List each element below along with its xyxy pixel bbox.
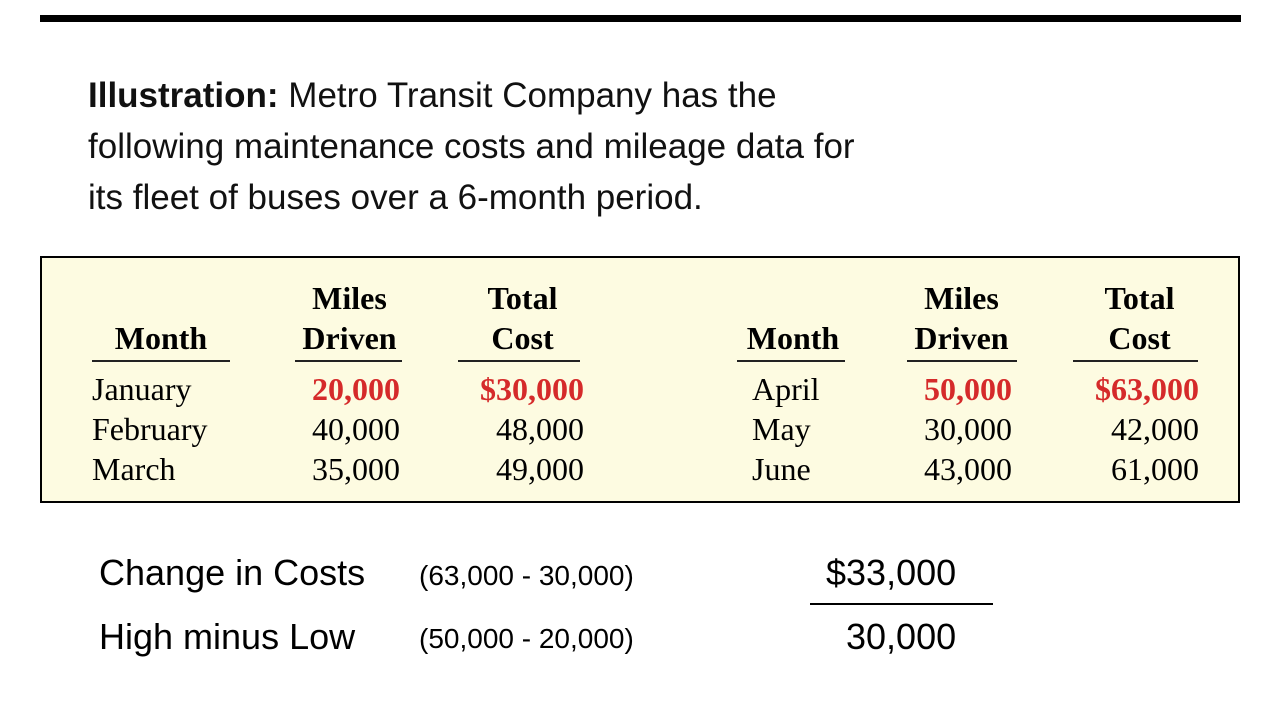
- underline-cost-left: [458, 360, 580, 362]
- header-month-left: Month: [114, 320, 208, 356]
- table-cell-cost: 61,000: [1111, 451, 1199, 487]
- table-cell-miles-high: 50,000: [924, 371, 1012, 407]
- intro-line-1-rest: Metro Transit Company has the: [278, 76, 777, 115]
- underline-month-right: [737, 360, 845, 362]
- table-cell-miles: 43,000: [924, 451, 1012, 487]
- header-miles-left: Miles Driven: [287, 278, 412, 358]
- header-miles-top: Miles: [924, 280, 999, 316]
- table-cell-miles-low: 20,000: [312, 371, 400, 407]
- header-miles-bottom: Driven: [302, 320, 397, 356]
- table-cell-cost: 49,000: [496, 451, 584, 487]
- table-cell-cost: 48,000: [496, 411, 584, 447]
- header-cost-top: Total: [1104, 280, 1175, 316]
- table-cell-month: April: [752, 371, 820, 407]
- table-cell-miles: 35,000: [312, 451, 400, 487]
- intro-line-3: its fleet of buses over a 6-month period…: [88, 178, 703, 217]
- illustration-lead: Illustration:: [88, 76, 279, 115]
- table-cell-cost: 42,000: [1111, 411, 1199, 447]
- table-cell-month: February: [92, 411, 208, 447]
- header-cost-left: Total Cost: [460, 278, 585, 358]
- table-cell-month: January: [92, 371, 192, 407]
- header-miles-right: Miles Driven: [899, 278, 1024, 358]
- change-in-costs-label: Change in Costs: [99, 552, 366, 593]
- table-cell-month: March: [92, 451, 176, 487]
- high-minus-low-label: High minus Low: [99, 616, 356, 657]
- maintenance-cost-table: Month Miles Driven Total Cost Month Mile…: [40, 256, 1240, 503]
- header-miles-bottom: Driven: [914, 320, 1009, 356]
- top-rule: [40, 15, 1241, 22]
- header-month-right: Month: [746, 320, 840, 356]
- high-minus-low-value: 30,000: [846, 616, 957, 657]
- change-in-costs-value: $33,000: [826, 552, 957, 593]
- header-cost-top: Total: [487, 280, 558, 316]
- table-cell-month: May: [752, 411, 811, 447]
- table-cell-miles: 40,000: [312, 411, 400, 447]
- illustration-text: Illustration: Metro Transit Company has …: [88, 70, 948, 223]
- table-cell-cost-low: $30,000: [480, 371, 584, 407]
- fraction-rule: [810, 603, 993, 605]
- high-minus-low-formula: (50,000 - 20,000): [419, 623, 634, 654]
- underline-miles-right: [907, 360, 1017, 362]
- header-cost-right: Total Cost: [1077, 278, 1202, 358]
- table-cell-month: June: [752, 451, 811, 487]
- header-cost-bottom: Cost: [1108, 320, 1171, 356]
- underline-miles-left: [295, 360, 402, 362]
- header-miles-top: Miles: [312, 280, 387, 316]
- table-cell-miles: 30,000: [924, 411, 1012, 447]
- table-cell-cost-high: $63,000: [1095, 371, 1199, 407]
- underline-cost-right: [1073, 360, 1198, 362]
- intro-line-1: Illustration: Metro Transit Company has …: [88, 70, 948, 121]
- intro-line-2: following maintenance costs and mileage …: [88, 127, 855, 166]
- change-in-costs-formula: (63,000 - 30,000): [419, 560, 634, 591]
- underline-month-left: [92, 360, 230, 362]
- header-cost-bottom: Cost: [491, 320, 554, 356]
